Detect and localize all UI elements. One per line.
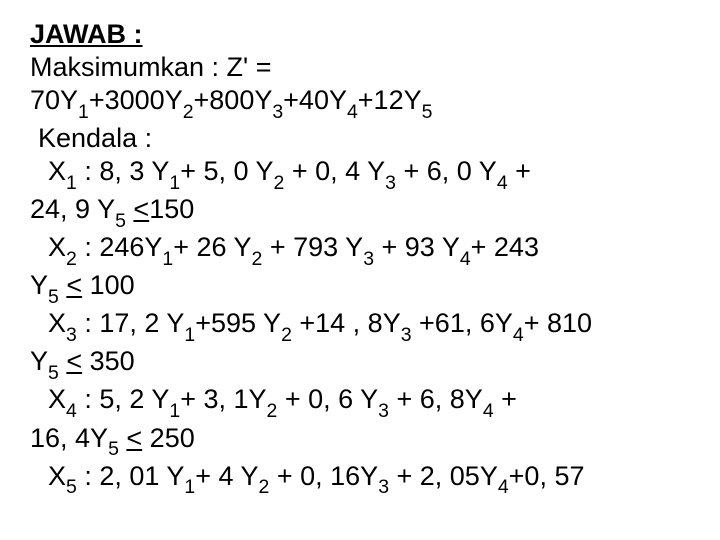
- constraint-2-line2: Y5 < 100: [30, 269, 690, 307]
- c3-s1: 1: [184, 324, 195, 346]
- obj-t1d: +40Y: [283, 85, 347, 115]
- answer-title: JAWAB :: [30, 18, 690, 51]
- c1-s4: 4: [497, 172, 508, 194]
- c3-s5: 5: [48, 362, 59, 384]
- c4-s3: 3: [378, 400, 389, 422]
- c3-p3: +14 , 8Y: [292, 308, 401, 338]
- c4-p5: +: [494, 384, 517, 414]
- c1-rhs: 150: [149, 194, 194, 224]
- kendala-label: Kendala :: [30, 122, 690, 155]
- c4-p4: + 6, 8Y: [389, 384, 483, 414]
- c2-s5: 5: [48, 286, 59, 308]
- c1-cmp: <: [133, 194, 149, 224]
- c2-s3: 3: [363, 248, 374, 270]
- objective-label: Maksimumkan : Z' =: [30, 52, 271, 82]
- obj-s2: 2: [183, 101, 194, 123]
- c1-lsub: 1: [66, 172, 77, 194]
- c4-s5: 5: [108, 438, 119, 460]
- c4-p3: + 0, 6 Y: [277, 384, 378, 414]
- obj-s5: 5: [422, 101, 433, 123]
- c2-cmp: <: [66, 270, 82, 300]
- c5-p3: + 0, 16Y: [269, 461, 378, 491]
- title-text: JAWAB :: [30, 19, 143, 49]
- constraint-3-line1: X3 : 17, 2 Y1+595 Y2 +14 , 8Y3 +61, 6Y4+…: [30, 307, 690, 345]
- c3-s4: 4: [513, 324, 524, 346]
- c4-s4: 4: [483, 400, 494, 422]
- obj-t1e: +12Y: [358, 85, 422, 115]
- c3-l2a: Y: [30, 346, 48, 376]
- c4-cmp: <: [126, 423, 142, 453]
- obj-s4: 4: [347, 101, 358, 123]
- obj-t1c: +800Y: [194, 85, 273, 115]
- constraint-3-line2: Y5 < 350: [30, 345, 690, 383]
- c3-lead: X: [48, 308, 66, 338]
- c2-s4: 4: [460, 248, 471, 270]
- c3-p5: + 810: [524, 308, 592, 338]
- c5-p2: + 4 Y: [195, 461, 258, 491]
- c1-s2: 2: [274, 172, 285, 194]
- obj-t1b: +3000Y: [89, 85, 183, 115]
- c1-p5: +: [508, 156, 531, 186]
- c3-cmp: <: [66, 346, 82, 376]
- constraint-2-line1: X2 : 246Y1+ 26 Y2 + 793 Y3 + 93 Y4+ 243: [30, 231, 690, 269]
- c2-mid: : 246Y: [77, 232, 163, 262]
- constraint-1-line2: 24, 9 Y5 <150: [30, 193, 690, 231]
- c2-rhs: 100: [82, 270, 135, 300]
- c3-s3: 3: [401, 324, 412, 346]
- c1-s3: 3: [385, 172, 396, 194]
- constraint-4-line2: 16, 4Y5 < 250: [30, 422, 690, 460]
- c1-s5: 5: [115, 210, 126, 232]
- objective-label-line: Maksimumkan : Z' =: [30, 51, 690, 84]
- c3-p2: +595 Y: [195, 308, 281, 338]
- c4-lead: X: [48, 384, 66, 414]
- c2-l2a: Y: [30, 270, 48, 300]
- c2-p3: + 793 Y: [262, 232, 363, 262]
- constraint-5-line1: X5 : 2, 01 Y1+ 4 Y2 + 0, 16Y3 + 2, 05Y4+…: [30, 460, 690, 498]
- c1-p2: + 5, 0 Y: [180, 156, 273, 186]
- objective-expression: 70Y1+3000Y2+800Y3+40Y4+12Y5: [30, 84, 690, 122]
- c1-mid: : 8, 3 Y: [77, 156, 170, 186]
- c2-p4: + 93 Y: [374, 232, 460, 262]
- c5-s4: 4: [498, 476, 509, 498]
- c2-lead: X: [48, 232, 66, 262]
- c5-lsub: 5: [66, 476, 77, 498]
- c3-s2: 2: [281, 324, 292, 346]
- c1-p4: + 6, 0 Y: [396, 156, 497, 186]
- c4-s1: 1: [169, 400, 180, 422]
- c2-lsub: 2: [66, 248, 77, 270]
- c3-rhs: 350: [82, 346, 135, 376]
- slide-body: JAWAB : Maksimumkan : Z' = 70Y1+3000Y2+8…: [0, 0, 720, 498]
- c4-p2: + 3, 1Y: [180, 384, 266, 414]
- c5-lead: X: [48, 461, 66, 491]
- c2-p5: + 243: [471, 232, 539, 262]
- c3-mid: : 17, 2 Y: [77, 308, 185, 338]
- c5-s2: 2: [259, 476, 270, 498]
- c2-s2: 2: [252, 248, 263, 270]
- c3-p4: +61, 6Y: [412, 308, 513, 338]
- obj-s1: 1: [78, 101, 89, 123]
- c4-mid: : 5, 2 Y: [77, 384, 170, 414]
- c4-lsub: 4: [66, 400, 77, 422]
- constraint-1-line1: X1 : 8, 3 Y1+ 5, 0 Y2 + 0, 4 Y3 + 6, 0 Y…: [30, 155, 690, 193]
- c1-lead: X: [48, 156, 66, 186]
- c1-l2a: 24, 9 Y: [30, 194, 115, 224]
- c2-p2: + 26 Y: [173, 232, 251, 262]
- c2-s1: 1: [162, 248, 173, 270]
- constraint-4-line1: X4 : 5, 2 Y1+ 3, 1Y2 + 0, 6 Y3 + 6, 8Y4 …: [30, 383, 690, 421]
- c3-lsub: 3: [66, 324, 77, 346]
- c5-s1: 1: [184, 476, 195, 498]
- c1-s1: 1: [169, 172, 180, 194]
- c5-p4: + 2, 05Y: [389, 461, 498, 491]
- c4-s2: 2: [267, 400, 278, 422]
- obj-s3: 3: [272, 101, 283, 123]
- c1-p3: + 0, 4 Y: [284, 156, 385, 186]
- c4-l2a: 16, 4Y: [30, 423, 108, 453]
- obj-t1a: 70Y: [30, 85, 78, 115]
- c5-mid: : 2, 01 Y: [77, 461, 185, 491]
- c5-s3: 3: [378, 476, 389, 498]
- c4-rhs: 250: [142, 423, 195, 453]
- c5-p5: +0, 57: [509, 461, 585, 491]
